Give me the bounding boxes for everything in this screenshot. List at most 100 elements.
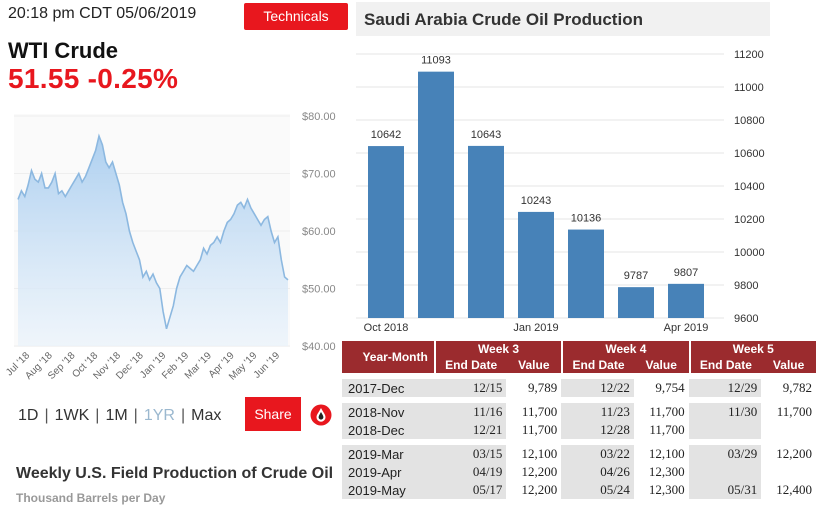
- cell-value: 12,400: [776, 482, 812, 497]
- saudi-y-tick-label: 11200: [734, 49, 764, 61]
- commodity-title: WTI Crude: [8, 38, 118, 63]
- cell-value: 12,200: [521, 482, 558, 497]
- header-week-5: Week 5: [688, 341, 816, 357]
- col-end-date: End Date: [433, 357, 507, 373]
- saudi-chart-title: Saudi Arabia Crude Oil Production: [364, 10, 643, 29]
- cell-end-date: 12/15: [433, 379, 507, 397]
- saudi-bar-value-label: 10136: [571, 213, 602, 225]
- wti-price-area: [18, 136, 288, 346]
- cell-end-date: 12/28: [561, 421, 634, 439]
- range-separator: |: [133, 407, 138, 424]
- range-selector: 1D | 1WK | 1M | 1YR | Max: [18, 407, 221, 425]
- col-value: Value: [761, 357, 816, 373]
- cell-year-month: 2018-Dec: [342, 421, 434, 439]
- weekly-production-subtitle: Thousand Barrels per Day: [16, 491, 166, 505]
- saudi-bar: [568, 229, 604, 318]
- cell-value: 9,789: [527, 380, 558, 395]
- table-row: 2019-May 05/17 12,200 05/24 12,300 05/31 12,40…: [342, 481, 816, 499]
- wti-x-tick-label: Jun '19: [252, 350, 283, 381]
- cell-end-date: 04/26: [561, 463, 634, 481]
- wti-price-chart: $80.00$70.00$60.00$50.00$40.00 Jul '18Au…: [4, 111, 336, 383]
- cell-value: 11,700: [776, 404, 812, 419]
- cell-year-month: 2019-Mar: [342, 445, 434, 463]
- saudi-y-tick-label: 9800: [734, 280, 758, 292]
- saudi-bar: [518, 211, 554, 318]
- saudi-bar-value-label: 10643: [471, 129, 502, 141]
- saudi-bar: [468, 145, 504, 318]
- technicals-button[interactable]: Technicals: [244, 3, 348, 30]
- saudi-bar: [368, 146, 404, 318]
- saudi-x-tick-label: Jan 2019: [513, 322, 558, 334]
- col-end-date: End Date: [561, 357, 634, 373]
- range-separator: |: [180, 407, 186, 424]
- saudi-y-tick-label: 9600: [734, 313, 758, 325]
- saudi-x-tick-label: Apr 2019: [664, 322, 709, 334]
- cell-value: 12,100: [648, 446, 685, 461]
- saudi-bar-value-label: 9807: [674, 267, 698, 279]
- saudi-chart-header: Saudi Arabia Crude Oil Production: [356, 2, 770, 36]
- saudi-production-chart: 10642 11093 10643 10243 10136 9787 9807 11200 1…: [356, 49, 765, 334]
- share-button[interactable]: Share: [245, 397, 301, 431]
- cell-value: 12,300: [648, 482, 685, 497]
- col-year-month: Year-Month: [342, 341, 434, 373]
- saudi-bar-value-label: 11093: [421, 55, 451, 67]
- wti-y-tick-label: $50.00: [302, 284, 336, 296]
- cell-value: 9,782: [782, 380, 812, 395]
- range-max[interactable]: Max: [191, 407, 222, 424]
- saudi-x-tick-label: Oct 2018: [364, 322, 409, 334]
- cell-value: [761, 421, 816, 439]
- saudi-y-tick-label: 10000: [734, 247, 765, 259]
- saudi-bar-value-label: 9787: [624, 270, 648, 282]
- cell-end-date: 11/30: [688, 403, 762, 421]
- cell-year-month: 2019-Apr: [342, 463, 434, 481]
- cell-end-date: 11/16: [433, 403, 507, 421]
- cell-end-date: 11/23: [561, 403, 634, 421]
- wti-y-tick-label: $40.00: [302, 341, 336, 353]
- cell-end-date: 03/22: [561, 445, 634, 463]
- table-row: 2019-Apr 04/19 12,200 04/26 12,300: [342, 463, 816, 481]
- saudi-y-tick-label: 10600: [734, 148, 765, 160]
- header-week-3: Week 3: [433, 341, 562, 357]
- cell-value: 12,200: [521, 464, 558, 479]
- col-value: Value: [506, 357, 562, 373]
- table-row: 2019-Mar 03/15 12,100 03/22 12,100 03/29 12,20…: [342, 445, 816, 463]
- saudi-bar: [418, 71, 454, 318]
- wti-y-tick-label: $70.00: [302, 169, 336, 181]
- oil-drop-icon[interactable]: [310, 404, 332, 426]
- weekly-production-table: Year-Month Week 3 Week 4 Week 5 End Date…: [342, 341, 816, 499]
- weekly-production-title: Weekly U.S. Field Production of Crude Oi…: [16, 465, 334, 482]
- cell-end-date: 04/19: [433, 463, 507, 481]
- cell-end-date: 12/22: [561, 379, 634, 397]
- cell-year-month: 2017-Dec: [342, 379, 434, 397]
- cell-value: 11,700: [649, 404, 685, 419]
- cell-value: 12,300: [648, 464, 685, 479]
- cell-end-date: 12/21: [433, 421, 507, 439]
- cell-year-month: 2019-May: [342, 481, 434, 499]
- saudi-bar-value-label: 10243: [521, 195, 552, 207]
- cell-end-date: 03/29: [688, 445, 762, 463]
- cell-end-date: 05/31: [688, 481, 762, 499]
- table-row: 2018-Nov 11/16 11,700 11/23 11,700 11/30 11,70…: [342, 403, 816, 421]
- range-separator: |: [44, 407, 49, 424]
- table-row: 2017-Dec 12/15 9,789 12/22 9,754 12/29 9,782: [342, 379, 816, 397]
- range-1wk[interactable]: 1WK: [54, 407, 90, 424]
- range-1d[interactable]: 1D: [18, 407, 39, 424]
- wti-price-line: [17, 133, 289, 330]
- cell-end-date: [688, 421, 762, 439]
- timestamp: 20:18 pm CDT 05/06/2019: [8, 5, 197, 22]
- cell-value: 11,700: [521, 404, 558, 419]
- cell-end-date: [688, 463, 762, 481]
- saudi-bar-value-label: 10642: [371, 129, 402, 141]
- cell-end-date: 03/15: [433, 445, 507, 463]
- wti-y-tick-label: $80.00: [302, 111, 336, 123]
- range-1yr[interactable]: 1YR: [143, 407, 175, 424]
- cell-year-month: 2018-Nov: [342, 403, 434, 421]
- cell-value: [761, 463, 816, 481]
- wti-y-tick-label: $60.00: [302, 226, 336, 238]
- cell-end-date: 12/29: [688, 379, 762, 397]
- cell-value: 12,100: [521, 446, 558, 461]
- saudi-y-tick-label: 10400: [734, 181, 765, 193]
- saudi-bar: [668, 283, 704, 318]
- range-1m[interactable]: 1M: [105, 407, 128, 424]
- cell-value: 11,700: [649, 422, 685, 437]
